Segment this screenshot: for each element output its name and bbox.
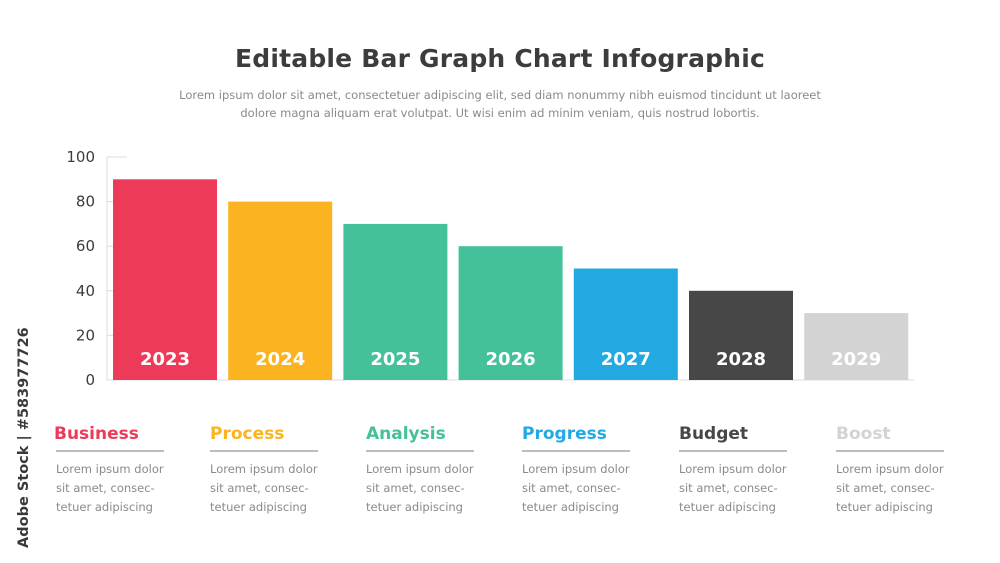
category-description-line: sit amet, consec- [679,481,778,495]
category-title: Analysis [366,424,446,444]
category-divider [522,450,630,452]
bar-label: 2029 [831,349,881,370]
category-description-line: Lorem ipsum dolor [56,462,164,476]
category-description: Lorem ipsum dolor sit amet, consec-tetuer… [210,460,318,517]
category-divider [679,450,787,452]
y-tick-label: 60 [76,237,95,255]
bar [228,201,333,380]
category-description-line: sit amet, consec- [210,481,309,495]
category-description-line: Lorem ipsum dolor [836,462,944,476]
category-divider [56,450,164,452]
y-tick-label: 100 [66,148,95,166]
category-card: Budget Lorem ipsum dolor sit amet, consec-… [679,422,787,517]
category-description: Lorem ipsum dolor sit amet, consec-tetuer… [366,460,474,517]
bar [804,313,909,380]
bar [573,268,678,380]
category-card: Process Lorem ipsum dolor sit amet, consec… [210,422,318,517]
category-description-line: Lorem ipsum dolor [679,462,787,476]
category-description-line: Lorem ipsum dolor [366,462,474,476]
category-description-line: tetuer adipiscing [522,500,619,514]
subtitle-line: dolore magna aliquam erat volutpat. Ut w… [240,106,760,120]
page-title: Editable Bar Graph Chart Infographic [234,44,766,73]
category-description-line: sit amet, consec- [56,481,155,495]
bar [343,223,448,380]
bar [458,246,563,380]
category-divider [366,450,474,452]
page-subtitle: Lorem ipsum dolor sit amet, consectetuer… [170,86,830,122]
bar-label: 2026 [486,349,536,370]
category-card: Analysis Lorem ipsum dolor sit amet, conse… [366,422,474,517]
category-description-line: tetuer adipiscing [836,500,933,514]
category-title: Budget [679,424,749,444]
category-card: Progress Lorem ipsum dolor sit amet, conse… [522,422,630,517]
category-title: Process [210,424,285,444]
category-description: Lorem ipsum dolor sit amet, consec-tetuer… [522,460,630,517]
category-divider [836,450,944,452]
y-tick-label: 80 [76,193,95,211]
watermark: Adobe Stock | #583977726 [16,327,32,548]
category-title: Progress [522,424,607,444]
category-description-line: sit amet, consec- [522,481,621,495]
bar [689,290,793,380]
category-description-line: tetuer adipiscing [366,500,463,514]
bar-label: 2027 [601,349,651,370]
bar-label: 2025 [370,349,420,370]
category-card: Boost Lorem ipsum dolor sit amet, consec-t… [836,422,944,517]
category-title: Business [54,424,139,444]
bar [113,179,217,380]
subtitle-line: Lorem ipsum dolor sit amet, consectetuer… [179,88,821,102]
category-divider [210,450,318,452]
bar-label: 2028 [716,349,766,370]
category-description: Lorem ipsum dolor sit amet, consec-tetuer… [56,460,164,517]
y-tick-label: 40 [76,282,95,300]
category-title: Boost [836,424,891,444]
category-description: Lorem ipsum dolor sit amet, consec-tetuer… [836,460,944,517]
category-description-line: sit amet, consec- [836,481,935,495]
bar-label: 2023 [140,349,190,370]
category-description-line: Lorem ipsum dolor [522,462,630,476]
category-description-line: tetuer adipiscing [56,500,153,514]
category-description-line: tetuer adipiscing [210,500,307,514]
category-description-line: tetuer adipiscing [679,500,776,514]
y-tick-label: 0 [85,371,95,389]
category-card: Business Lorem ipsum dolor sit amet, conse… [54,422,164,517]
y-tick-label: 20 [76,326,95,344]
category-description-line: Lorem ipsum dolor [210,462,318,476]
category-description-line: sit amet, consec- [366,481,465,495]
bar-chart: 0 20 40 60 80 100 2023 2024 2025 2026 2027 2028 2029 [66,148,914,389]
bar-label: 2024 [255,349,305,370]
category-description: Lorem ipsum dolor sit amet, consec-tetuer… [679,460,787,517]
